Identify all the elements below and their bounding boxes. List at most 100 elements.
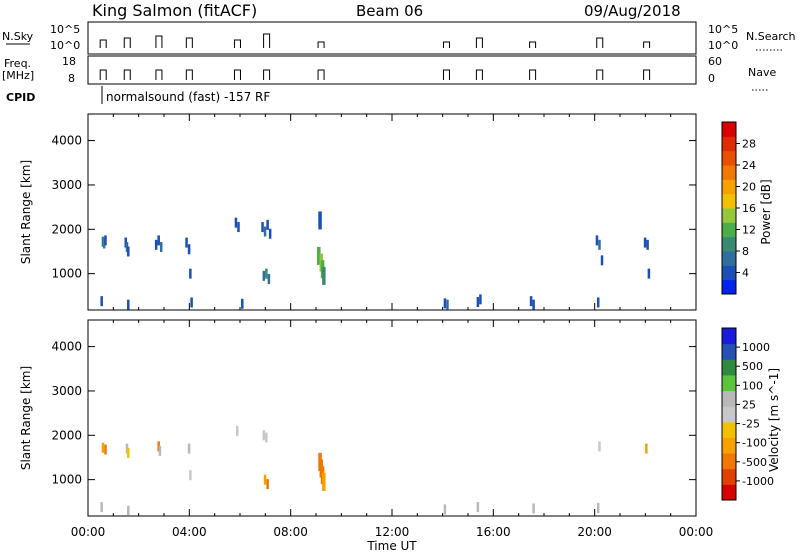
freq-mark	[99, 69, 107, 80]
cpid-label: CPID	[6, 91, 35, 104]
beam-title: Beam 06	[356, 2, 423, 20]
heatmap-cell	[598, 239, 601, 250]
colorbar-swatch	[722, 136, 736, 152]
colorbar-swatch	[722, 390, 736, 407]
colorbar-swatch	[722, 279, 736, 295]
heatmap-cell	[235, 425, 239, 436]
heatmap-cell	[157, 235, 160, 246]
heatmap-cell	[100, 296, 103, 307]
velocity-y-ticks: 1000 2000 3000 4000	[51, 340, 696, 487]
freq-mark	[123, 69, 131, 80]
velocity-data-cells	[100, 425, 648, 516]
heatmap-cell	[241, 298, 244, 309]
colorbar-tick-label: 20	[742, 181, 756, 194]
search-label: N.Search	[746, 30, 796, 43]
y-tick-label: 1000	[51, 473, 82, 487]
heatmap-cell	[124, 237, 127, 248]
x-tick-label: 20:00	[577, 525, 612, 539]
nave-tick-top: 60	[708, 55, 722, 68]
y-tick-label: 4000	[51, 134, 82, 148]
colorbar-swatch	[722, 484, 736, 501]
freq-mark	[596, 69, 604, 80]
x-tick-label: 00:00	[679, 525, 714, 539]
y-tick-label: 3000	[51, 384, 82, 398]
colorbar-tick-label: 1000	[742, 341, 770, 354]
sky-count-mark	[233, 39, 241, 48]
x-axis-label: Time UT	[366, 539, 417, 553]
colorbar-swatch	[722, 359, 736, 376]
heatmap-cell	[476, 502, 480, 513]
y-tick-label: 2000	[51, 222, 82, 236]
heatmap-cell	[234, 217, 238, 228]
freq-tick-top: 18	[62, 55, 76, 68]
sky-count-mark	[643, 41, 651, 48]
power-panel-frame	[87, 113, 697, 311]
heatmap-cell	[595, 235, 599, 246]
heatmap-cell	[262, 430, 266, 441]
colorbar-swatch	[722, 437, 736, 454]
heatmap-cell	[185, 237, 188, 248]
colorbar-tick-label: 16	[742, 202, 756, 215]
colorbar-swatch	[722, 265, 736, 281]
freq-mark	[442, 69, 450, 80]
colorbar-swatch	[722, 251, 736, 266]
sky-count-mark	[317, 41, 325, 48]
x-tick-label: 08:00	[273, 525, 308, 539]
colorbar-tick-label: 100	[742, 379, 763, 392]
sky-count-mark	[442, 41, 450, 48]
velocity-y-label: Slant Range [km]	[19, 366, 33, 470]
colorbar-swatch	[722, 122, 736, 137]
heatmap-cell	[127, 299, 130, 310]
colorbar-tick-label: -100	[742, 437, 767, 450]
heatmap-cell	[127, 505, 130, 516]
heatmap-cell	[187, 244, 191, 255]
heatmap-cell	[154, 239, 158, 250]
freq-mark	[317, 69, 325, 80]
freq-mark	[263, 69, 271, 80]
heatmap-cell	[266, 219, 269, 230]
heatmap-cell	[322, 472, 326, 491]
y-tick-label: 4000	[51, 340, 82, 354]
y-tick-label: 3000	[51, 178, 82, 192]
heatmap-cell	[318, 211, 322, 230]
colorbar-swatch	[722, 374, 736, 392]
heatmap-cell	[127, 246, 130, 257]
sky-count-mark	[123, 37, 131, 48]
freq-label-line2: [MHz]	[2, 69, 34, 82]
search-tick-top: 10^5	[708, 23, 738, 36]
colorbar-tick-label: -1000	[742, 475, 774, 488]
heatmap-cell	[317, 246, 321, 265]
colorbar-tick-label: 4	[742, 267, 749, 280]
colorbar-swatch	[722, 406, 736, 423]
heatmap-cell	[158, 445, 162, 456]
freq-mark	[155, 69, 163, 80]
heatmap-cell	[237, 222, 240, 233]
station-title: King Salmon (fitACF)	[92, 1, 257, 20]
freq-mark	[529, 69, 537, 80]
heatmap-cell	[443, 504, 447, 515]
heatmap-cell	[102, 238, 106, 249]
cpid-text: normalsound (fast) -157 RF	[106, 90, 270, 104]
heatmap-cell	[101, 236, 105, 247]
colorbar-swatch	[722, 208, 736, 223]
power-colorbar-label: Power [dB]	[759, 179, 773, 244]
x-axis-ticks: 00:00 04:00 08:00 12:00 16:00 20:00 00:00	[71, 114, 714, 539]
heatmap-cell	[265, 432, 268, 443]
colorbar-swatch	[722, 222, 736, 238]
freq-mark	[475, 69, 483, 80]
heatmap-cell	[159, 242, 163, 253]
colorbar-tick-label: 500	[742, 360, 763, 373]
freq-mark	[185, 69, 193, 80]
y-tick-label: 1000	[51, 267, 82, 281]
date-title: 09/Aug/2018	[584, 2, 681, 20]
sky-count-mark	[263, 33, 271, 48]
sky-panel-frame	[87, 21, 697, 55]
heatmap-cell	[125, 443, 129, 454]
colorbar-frame	[721, 327, 737, 501]
sky-label: N.Sky	[2, 30, 34, 43]
colorbar-swatch	[722, 453, 736, 470]
heatmap-cell	[532, 503, 535, 514]
x-tick-label: 16:00	[476, 525, 511, 539]
colorbar-swatch	[722, 468, 736, 485]
heatmap-cell	[104, 235, 107, 246]
